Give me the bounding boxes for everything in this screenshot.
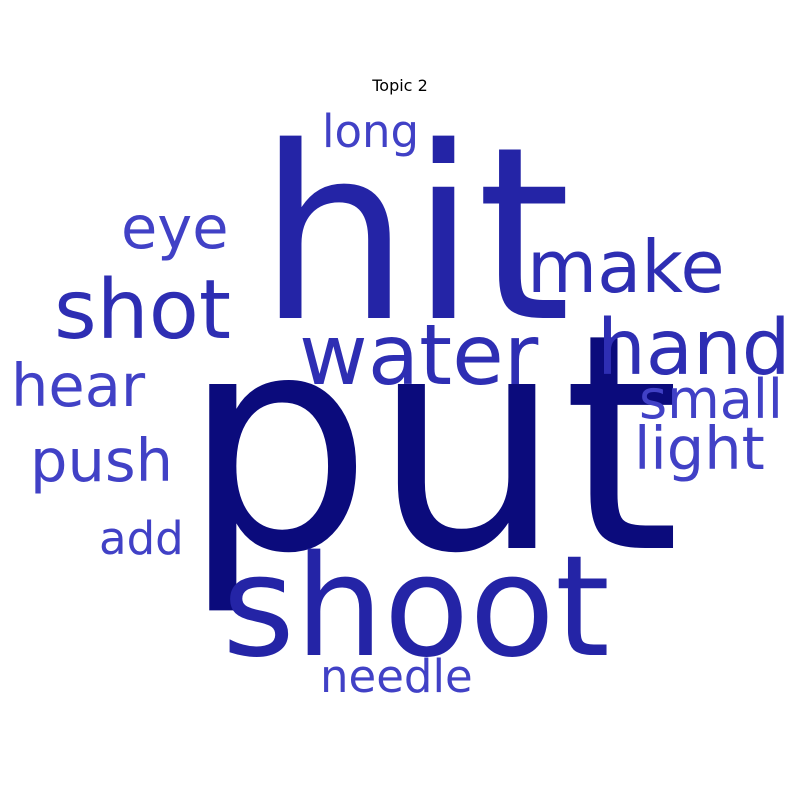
word-hear: hear <box>11 351 146 420</box>
word-needle: needle <box>320 650 473 703</box>
word-small: small <box>639 368 783 431</box>
word-light: light <box>634 414 765 483</box>
word-hand: hand <box>597 304 791 393</box>
word-shot: shot <box>54 263 231 358</box>
chart-title: Topic 2 <box>372 76 428 95</box>
word-hit: hit <box>258 95 571 375</box>
word-long: long <box>322 105 419 158</box>
word-eye: eye <box>121 193 229 262</box>
word-make: make <box>527 225 725 309</box>
word-water: water <box>299 306 539 404</box>
word-put: put <box>182 270 680 619</box>
word-shoot: shoot <box>222 526 610 689</box>
word-push: push <box>30 426 173 495</box>
word-add: add <box>99 512 184 565</box>
